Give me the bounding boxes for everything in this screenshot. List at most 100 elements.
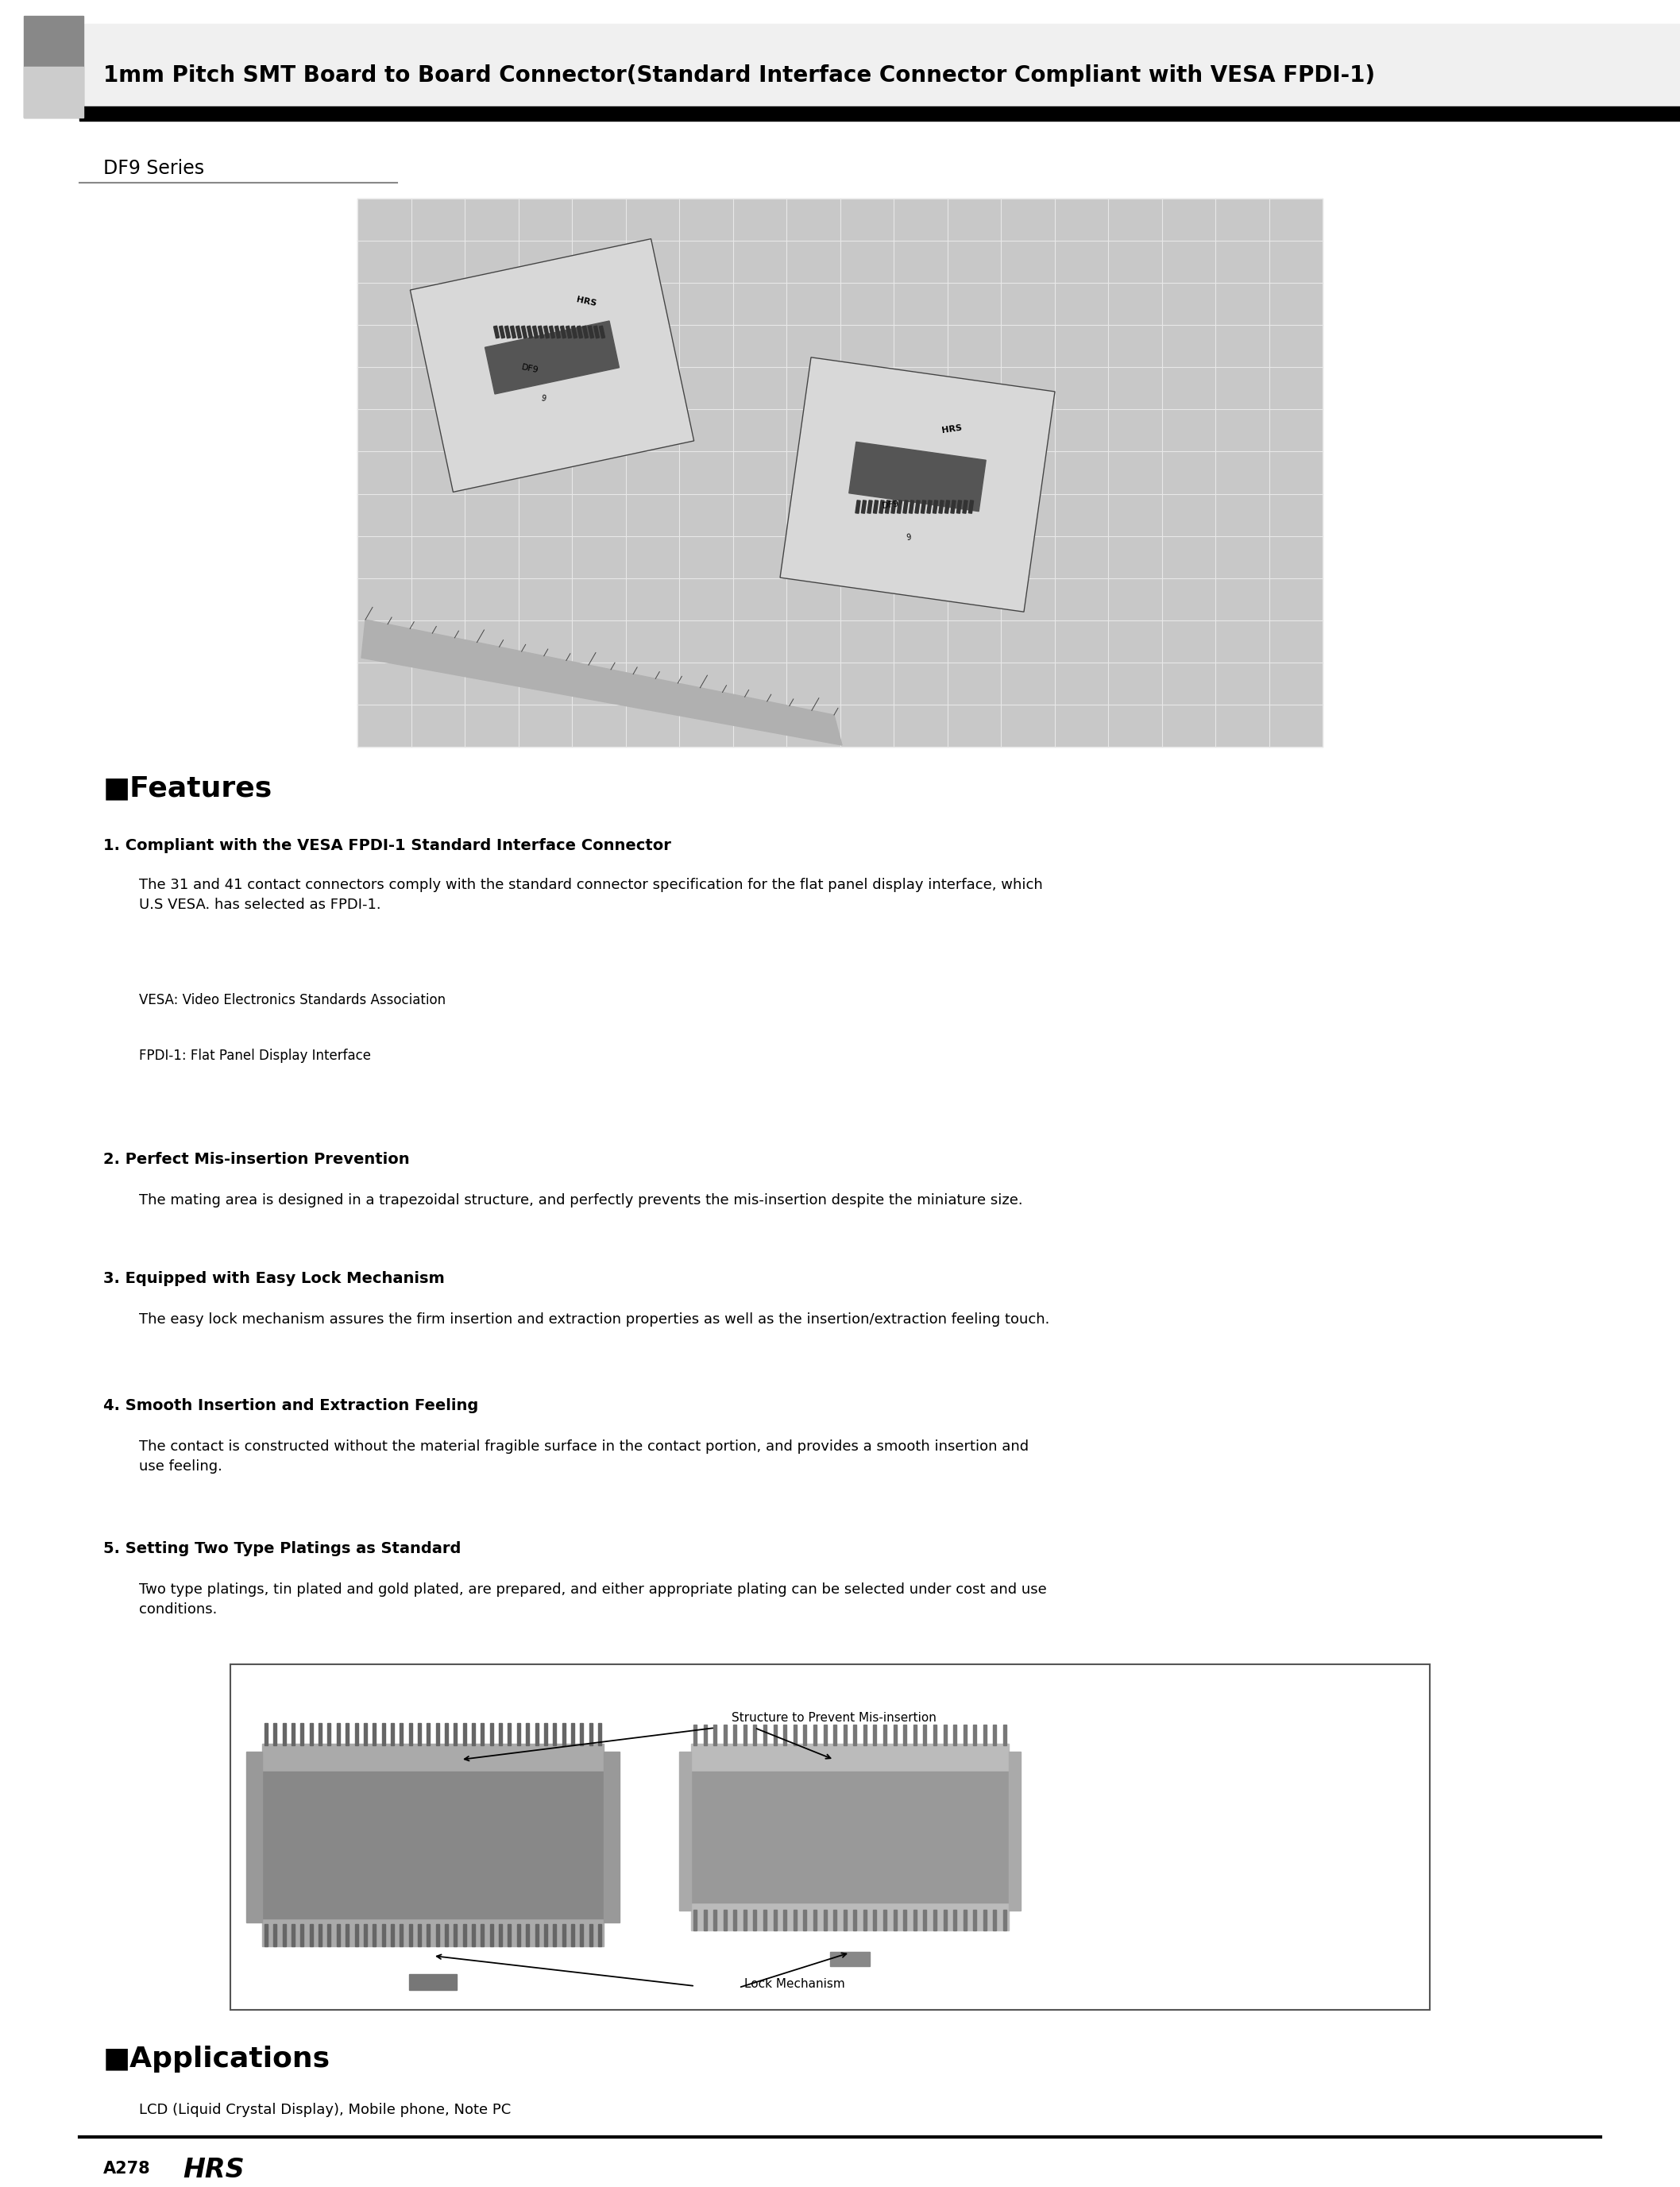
Bar	[79, 107, 1680, 120]
Bar	[803, 1726, 806, 1745]
Bar	[418, 1925, 422, 1946]
Bar	[274, 1925, 277, 1946]
Bar	[363, 1925, 366, 1946]
Bar	[499, 1723, 502, 1745]
Polygon shape	[504, 326, 511, 339]
Bar	[973, 1909, 976, 1931]
Bar	[328, 1925, 331, 1946]
Bar	[336, 1925, 339, 1946]
Bar	[942, 1909, 946, 1931]
Text: 1. Compliant with the VESA FPDI-1 Standard Interface Connector: 1. Compliant with the VESA FPDI-1 Standa…	[102, 838, 670, 853]
Bar	[753, 1726, 756, 1745]
Bar	[408, 1975, 457, 1990]
Bar	[0, 0, 1680, 118]
Polygon shape	[511, 326, 516, 339]
Bar	[571, 1925, 575, 1946]
Bar	[427, 1723, 430, 1745]
Text: 9: 9	[906, 534, 912, 542]
Polygon shape	[554, 326, 561, 339]
Polygon shape	[874, 501, 879, 514]
Bar	[934, 1726, 936, 1745]
Bar	[491, 1723, 494, 1745]
Bar	[354, 1723, 358, 1745]
Bar	[753, 1909, 756, 1931]
Text: The 31 and 41 contact connectors comply with the standard connector specificatio: The 31 and 41 contact connectors comply …	[139, 877, 1043, 912]
Polygon shape	[963, 501, 968, 514]
Text: HRS: HRS	[183, 2156, 244, 2183]
Bar	[914, 1909, 917, 1931]
Polygon shape	[932, 501, 937, 514]
Bar	[534, 1723, 538, 1745]
Text: 3. Equipped with Easy Lock Mechanism: 3. Equipped with Easy Lock Mechanism	[102, 1271, 445, 1286]
Bar	[435, 1925, 438, 1946]
Bar	[843, 1909, 847, 1931]
Bar	[292, 1925, 294, 1946]
Bar	[563, 1925, 564, 1946]
Bar	[894, 1909, 897, 1931]
Text: FPDI-1: Flat Panel Display Interface: FPDI-1: Flat Panel Display Interface	[139, 1048, 371, 1063]
Bar	[408, 1925, 412, 1946]
Bar	[480, 1723, 484, 1745]
Text: ■Features: ■Features	[102, 774, 272, 803]
Polygon shape	[588, 326, 593, 339]
Polygon shape	[544, 326, 549, 339]
Bar	[773, 1726, 776, 1745]
Bar	[464, 1925, 465, 1946]
Bar	[230, 1664, 1430, 2010]
Bar	[301, 1925, 304, 1946]
Bar	[563, 1723, 564, 1745]
Bar	[993, 1726, 996, 1745]
Bar	[262, 1918, 603, 1946]
Bar	[843, 1726, 847, 1745]
Bar	[309, 1925, 312, 1946]
Bar	[833, 1726, 837, 1745]
Polygon shape	[499, 326, 504, 339]
Bar	[793, 1726, 796, 1745]
Bar	[517, 1925, 521, 1946]
Bar	[480, 1925, 484, 1946]
Polygon shape	[855, 501, 860, 514]
Bar	[274, 1723, 277, 1745]
Text: VESA: Video Electronics Standards Association: VESA: Video Electronics Standards Associ…	[139, 993, 445, 1008]
Bar	[953, 1726, 956, 1745]
Bar	[694, 1909, 697, 1931]
Text: DF9: DF9	[882, 499, 900, 510]
Polygon shape	[593, 326, 600, 339]
Bar	[264, 1723, 267, 1745]
Polygon shape	[921, 501, 926, 514]
Bar	[282, 1925, 286, 1946]
Bar	[464, 1723, 465, 1745]
Bar	[714, 1726, 717, 1745]
Bar	[704, 1726, 707, 1745]
Bar	[553, 1723, 556, 1745]
Text: LCD (Liquid Crystal Display), Mobile phone, Note PC: LCD (Liquid Crystal Display), Mobile pho…	[139, 2102, 511, 2117]
Polygon shape	[494, 326, 499, 339]
Text: HRS: HRS	[576, 295, 598, 308]
Bar	[783, 1909, 786, 1931]
Polygon shape	[904, 501, 907, 514]
Bar	[884, 1909, 887, 1931]
Polygon shape	[486, 321, 620, 394]
Bar	[864, 1909, 867, 1931]
Bar	[472, 1925, 475, 1946]
Bar	[445, 1925, 449, 1946]
Bar	[427, 1925, 430, 1946]
Bar	[690, 1743, 1008, 1771]
Bar	[282, 1723, 286, 1745]
Text: 5. Setting Two Type Platings as Standard: 5. Setting Two Type Platings as Standard	[102, 1542, 460, 1557]
Bar	[823, 1726, 827, 1745]
Bar	[704, 1909, 707, 1931]
Bar	[983, 1726, 986, 1745]
Polygon shape	[780, 356, 1055, 612]
Bar	[418, 1723, 422, 1745]
Bar	[354, 1925, 358, 1946]
Bar	[679, 1752, 690, 1911]
Bar	[262, 1771, 603, 1918]
Bar	[853, 1909, 857, 1931]
Text: DF9 Series: DF9 Series	[102, 160, 205, 177]
Bar	[247, 1752, 262, 1922]
Bar	[833, 1909, 837, 1931]
Polygon shape	[566, 326, 571, 339]
Polygon shape	[890, 501, 895, 514]
Bar	[744, 1909, 746, 1931]
